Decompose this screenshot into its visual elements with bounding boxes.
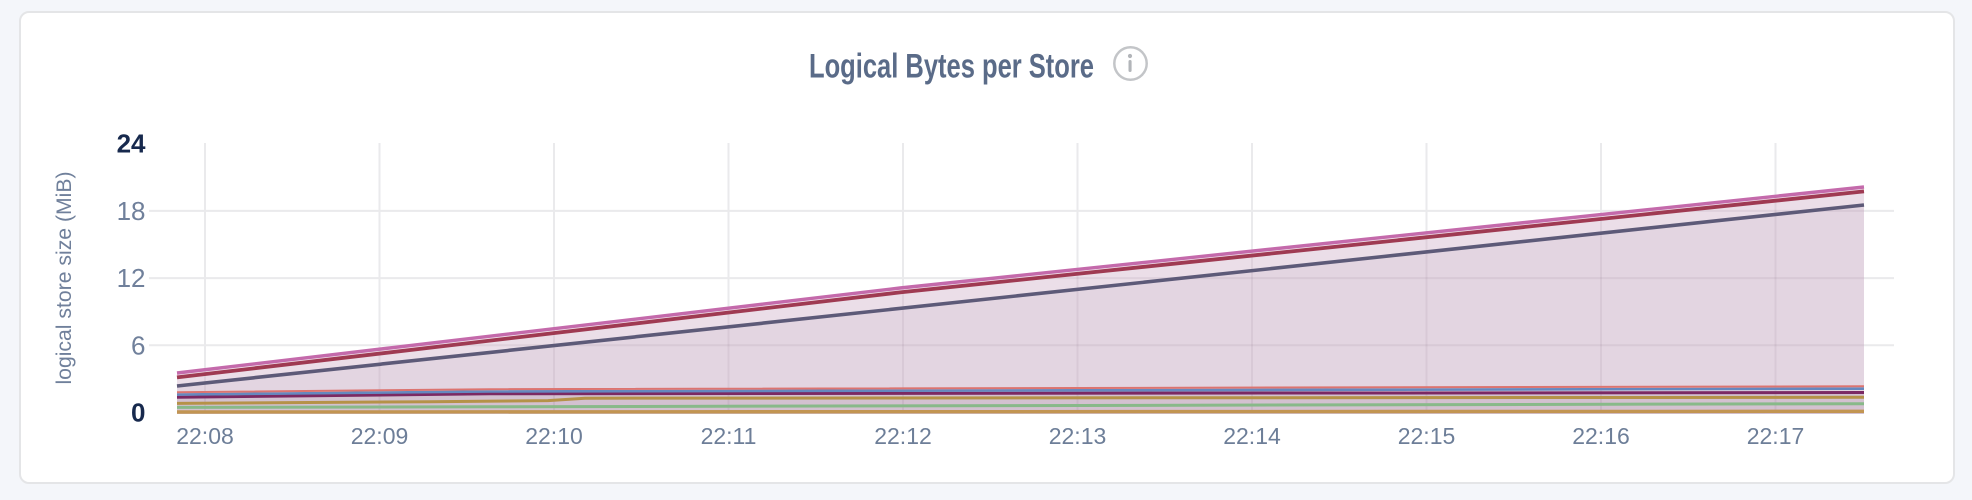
svg-text:22:17: 22:17 (1747, 423, 1805, 449)
svg-text:18: 18 (117, 196, 146, 226)
svg-text:logical store size (MiB): logical store size (MiB) (53, 171, 76, 384)
svg-text:6: 6 (131, 330, 145, 360)
svg-text:22:13: 22:13 (1049, 423, 1107, 449)
svg-text:22:16: 22:16 (1572, 423, 1630, 449)
svg-text:Logical Bytes per Store: Logical Bytes per Store (809, 48, 1094, 86)
svg-text:22:08: 22:08 (176, 423, 234, 449)
svg-text:22:09: 22:09 (351, 423, 409, 449)
svg-text:22:14: 22:14 (1223, 423, 1281, 449)
svg-text:24: 24 (117, 129, 146, 159)
svg-text:22:10: 22:10 (525, 423, 583, 449)
svg-text:22:11: 22:11 (701, 423, 757, 449)
svg-text:0: 0 (131, 398, 145, 428)
svg-text:22:15: 22:15 (1398, 423, 1456, 449)
svg-text:22:12: 22:12 (874, 423, 932, 449)
svg-text:12: 12 (117, 263, 146, 293)
